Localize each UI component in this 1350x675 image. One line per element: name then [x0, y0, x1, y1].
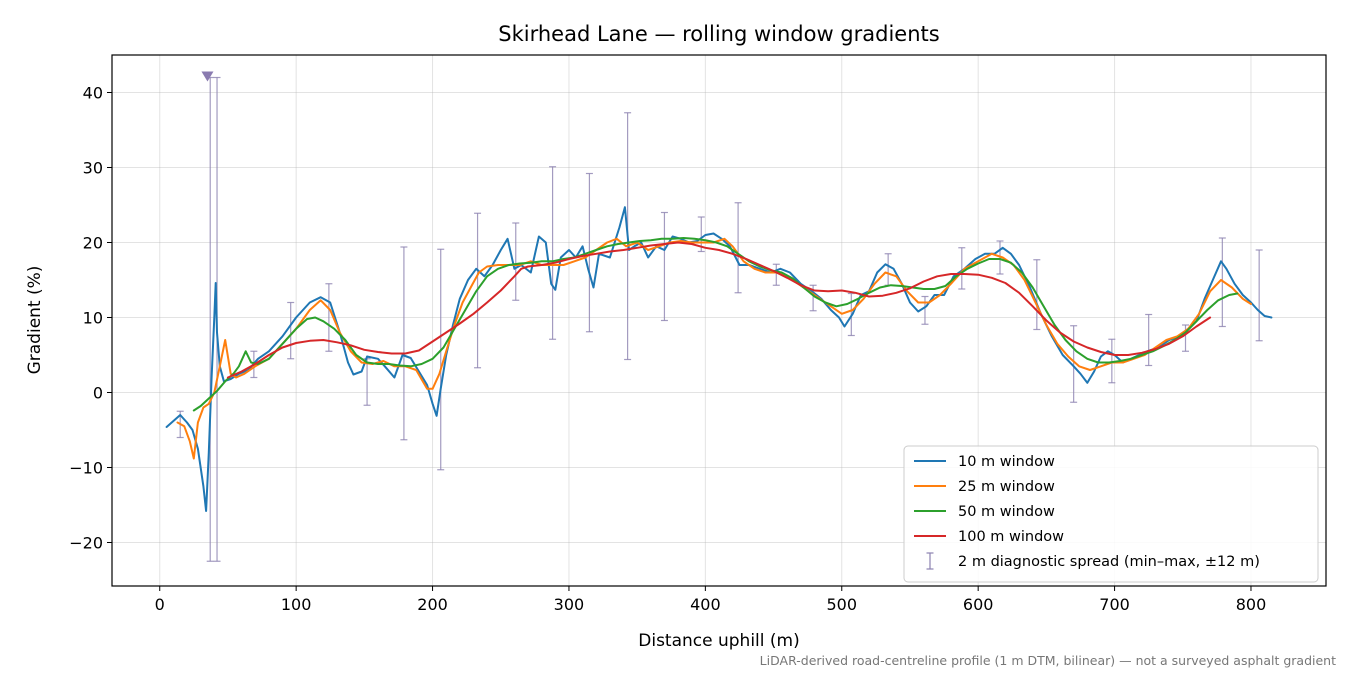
errorbar — [1145, 313, 1153, 367]
errorbar — [958, 247, 966, 290]
errorbar — [1108, 338, 1116, 384]
x-tick-label: 700 — [1099, 595, 1130, 614]
x-tick-label: 100 — [281, 595, 312, 614]
chart-title: Skirhead Lane — rolling window gradients — [498, 22, 939, 46]
errorbar — [287, 301, 295, 360]
x-axis-label: Distance uphill (m) — [638, 631, 799, 651]
plot-frame — [111, 54, 1327, 587]
errorbar — [512, 222, 520, 301]
legend: 10 m window 25 m window 50 m window 100 m w… — [903, 445, 1319, 583]
errorbar — [772, 263, 780, 286]
legend-label: 100 m window — [958, 529, 1064, 545]
legend-label: 25 m window — [958, 479, 1055, 495]
x-tick-label: 400 — [690, 595, 721, 614]
x-tick-label: 600 — [963, 595, 994, 614]
series-line-4 — [226, 241, 1212, 379]
x-tick-label: 500 — [826, 595, 857, 614]
x-tick-label: 300 — [554, 595, 585, 614]
series-layer — [165, 206, 1273, 512]
x-tick-label: 800 — [1236, 595, 1267, 614]
legend-box — [903, 445, 1319, 583]
y-axis: −20 −10 0 10 20 30 40 — [69, 84, 112, 553]
errorbar — [734, 202, 742, 294]
y-tick-label: −20 — [69, 534, 103, 553]
legend-label: 2 m diagnostic spread (min–max, ±12 m) — [958, 554, 1260, 570]
legend-label: 50 m window — [958, 504, 1055, 520]
y-tick-label: 40 — [83, 84, 103, 103]
series-line-1 — [165, 206, 1273, 512]
x-tick-label: 200 — [417, 595, 448, 614]
errorbar — [549, 166, 557, 340]
y-tick-label: −10 — [69, 459, 103, 478]
clipped-spread-marker — [201, 71, 214, 82]
errorbar — [660, 211, 668, 322]
errorbar — [1182, 324, 1190, 352]
errorbar — [921, 295, 929, 325]
errorbar — [437, 248, 445, 471]
footnote: LiDAR-derived road-centreline profile (1… — [760, 653, 1336, 668]
errorbar — [400, 246, 408, 441]
errorbar — [1218, 237, 1226, 328]
y-tick-label: 0 — [93, 384, 103, 403]
errorbar — [1255, 249, 1263, 342]
x-axis: 0 100 200 300 400 500 600 700 800 — [155, 586, 1267, 614]
y-tick-label: 30 — [83, 159, 103, 178]
legend-swatch-errorbar — [926, 552, 934, 570]
errorbar-layer — [176, 71, 1263, 562]
legend-label: 10 m window — [958, 454, 1055, 470]
errorbar — [1070, 325, 1078, 403]
y-tick-label: 20 — [83, 234, 103, 253]
y-axis-label: Gradient (%) — [25, 266, 45, 375]
y-tick-label: 10 — [83, 309, 103, 328]
x-tick-label: 0 — [155, 595, 165, 614]
